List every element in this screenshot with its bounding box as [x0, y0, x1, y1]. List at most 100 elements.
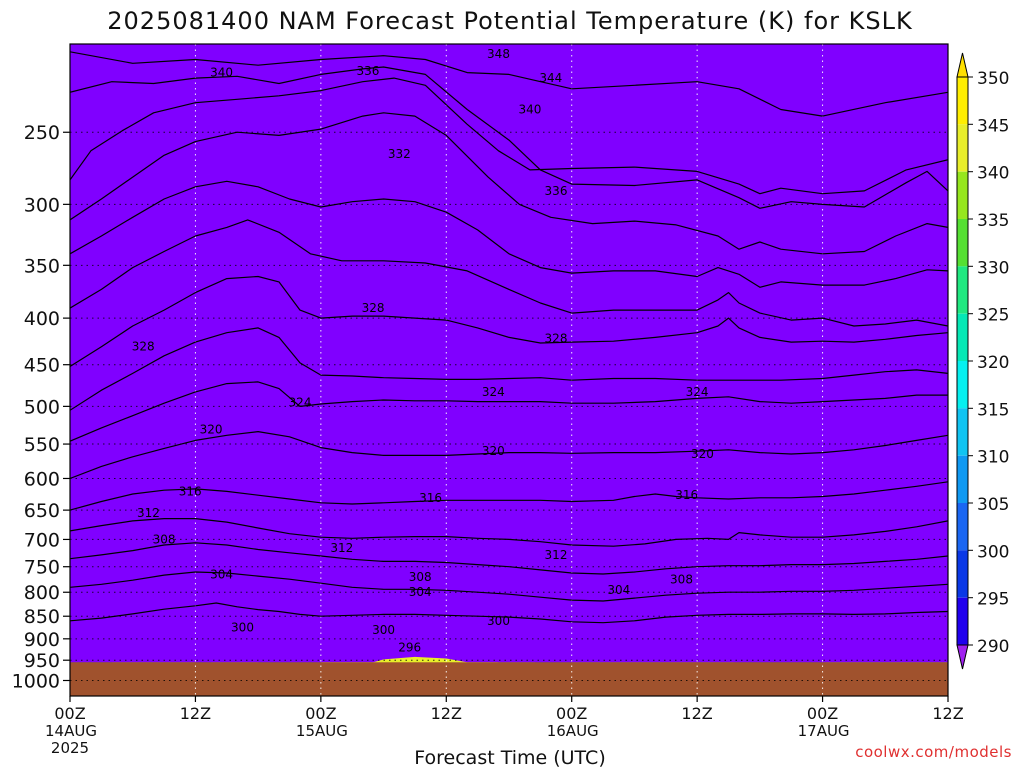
- contour-layer: [70, 51, 948, 624]
- colorbar-label: 305: [977, 495, 1009, 515]
- colorbar-label: 345: [977, 116, 1009, 136]
- contour-label: 320: [200, 422, 223, 436]
- contour-line: [70, 381, 948, 442]
- contour-label: 316: [179, 484, 202, 498]
- contour-label: 340: [210, 66, 233, 80]
- colorbar-segment: [957, 597, 968, 645]
- colorbar-label: 290: [977, 637, 1009, 657]
- y-tick-label: 450: [24, 355, 60, 377]
- y-tick-label: 800: [24, 582, 60, 604]
- theta-band: [70, 44, 948, 663]
- colorbar-underflow: [956, 644, 969, 670]
- y-tick-label: 1000: [12, 671, 60, 693]
- x-tick-label: 12Z: [431, 704, 462, 723]
- colorbar-label: 300: [977, 542, 1009, 562]
- x-tick-label: 12Z: [681, 704, 712, 723]
- contour-label: 336: [545, 184, 568, 198]
- x-tick-date: 15AUG: [296, 722, 348, 740]
- contour-label: 348: [487, 47, 510, 61]
- colorbar-segment: [957, 171, 968, 219]
- y-tick-label: 400: [24, 308, 60, 330]
- colorbar-segment: [957, 408, 968, 456]
- x-axis-label: Forecast Time (UTC): [414, 747, 605, 768]
- contour-label-layer: 348 340 336 344 340 332 336 328 328 328 324 324 324 3…: [132, 47, 714, 655]
- colorbar-segment: [957, 455, 968, 503]
- contour-label: 304: [607, 583, 630, 597]
- y-tick-label: 550: [24, 434, 60, 456]
- colorbar: 350 345 340 335 330 325 320 315 310 305 300 295 290: [956, 52, 1009, 670]
- y-tick-label: 650: [24, 500, 60, 522]
- colorbar-segment: [957, 550, 968, 598]
- x-tick-year: 2025: [51, 739, 89, 757]
- contour-line: [70, 51, 948, 117]
- contour-label: 316: [675, 488, 698, 502]
- grid-layer: [70, 44, 948, 696]
- contour-label: 304: [210, 568, 233, 582]
- x-tick-label: 00Z: [807, 704, 838, 723]
- contour-label: 332: [388, 147, 411, 161]
- contour-label: 300: [372, 623, 395, 637]
- contour-label: 308: [153, 532, 176, 546]
- plot-frame: [69, 43, 949, 697]
- x-tick-date: 17AUG: [798, 722, 850, 740]
- contour-label: 296: [398, 641, 421, 655]
- contour-label: 324: [686, 385, 709, 399]
- contour-line: [70, 481, 948, 511]
- y-tick-label: 300: [24, 194, 60, 216]
- x-tick-date: 14AUG: [45, 722, 97, 740]
- contour-label: 328: [362, 301, 385, 315]
- y-tick-label: 700: [24, 529, 60, 551]
- contour-label: 312: [137, 506, 160, 520]
- contour-label: 312: [330, 541, 353, 555]
- contour-label: 344: [539, 71, 562, 85]
- contour-line: [70, 180, 948, 288]
- contour-label: 324: [482, 385, 505, 399]
- x-tick-date: 16AUG: [547, 722, 599, 740]
- colorbar-label: 325: [977, 306, 1009, 326]
- contour-line: [70, 275, 948, 368]
- credit-text: coolwx.com/models: [855, 743, 1012, 761]
- colorbar-label: 310: [977, 448, 1009, 468]
- colorbar-segment: [957, 313, 968, 361]
- contour-label: 328: [132, 340, 155, 354]
- contour-label: 308: [409, 570, 432, 584]
- y-tick-label: 750: [24, 557, 60, 579]
- contour-line: [70, 602, 948, 624]
- x-tick-label: 00Z: [54, 704, 85, 723]
- colorbar-segment: [957, 361, 968, 409]
- y-tick-label: 600: [24, 469, 60, 491]
- contour-label: 328: [545, 331, 568, 345]
- plot-area: [70, 44, 948, 696]
- y-tick-label: 500: [24, 396, 60, 418]
- contour-label: 336: [356, 64, 379, 78]
- contour-line: [70, 66, 948, 209]
- colorbar-label: 335: [977, 211, 1009, 231]
- x-tick-label: 12Z: [932, 704, 963, 723]
- contour-label: 300: [231, 621, 254, 635]
- contour-label: 320: [482, 444, 505, 458]
- contour-line: [70, 112, 948, 255]
- contour-line: [70, 219, 948, 327]
- y-axis: 2503003504004505005506006507007508008509…: [12, 122, 70, 693]
- x-tick-label: 00Z: [556, 704, 587, 723]
- y-tick-label: 350: [24, 255, 60, 277]
- y-tick-label: 950: [24, 650, 60, 672]
- colorbar-segment: [957, 124, 968, 172]
- colorbar-label: 320: [977, 353, 1009, 373]
- chart-title: 2025081400 NAM Forecast Potential Temper…: [107, 7, 913, 35]
- contour-label: 312: [545, 548, 568, 562]
- contour-label: 324: [289, 395, 312, 409]
- contour-line: [70, 77, 948, 195]
- colorbar-label: 330: [977, 258, 1009, 278]
- colorbar-segment: [957, 266, 968, 314]
- colorbar-label: 315: [977, 400, 1009, 420]
- y-tick-label: 850: [24, 606, 60, 628]
- colorbar-label: 340: [977, 164, 1009, 184]
- colorbar-label: 350: [977, 69, 1009, 89]
- contour-label: 320: [691, 447, 714, 461]
- ground-surface: [70, 662, 948, 696]
- contour-line: [70, 518, 948, 547]
- contour-line: [70, 571, 948, 602]
